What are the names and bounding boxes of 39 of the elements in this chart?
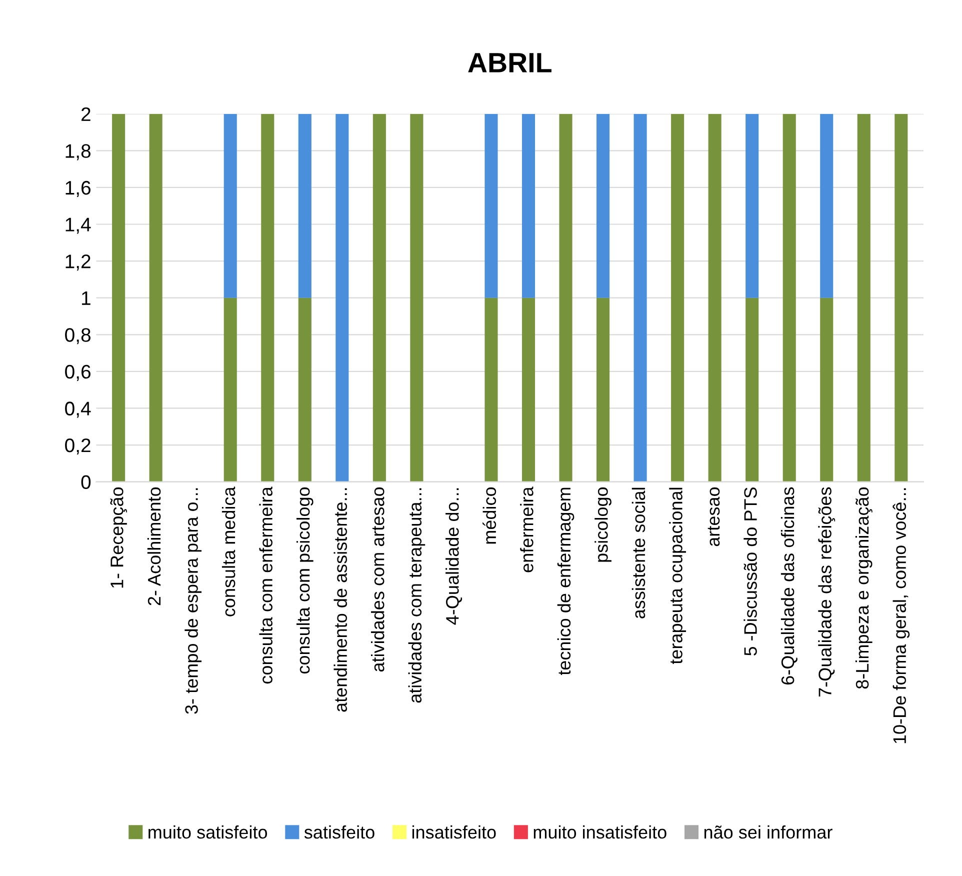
y-tick-label: 0,2 <box>65 438 90 455</box>
chart-title: ABRIL <box>468 53 552 72</box>
x-tick-label: médico <box>482 487 496 544</box>
x-tick-label: 7-Qualidade das refeições <box>818 487 836 696</box>
legend-label: muito insatisfeito <box>534 825 666 839</box>
legend-label: muito satisfeito <box>148 825 268 839</box>
y-tick-label: 1,8 <box>66 144 90 160</box>
legend-label: não sei informar <box>704 825 832 839</box>
x-tick-label: consulta medica <box>222 486 236 616</box>
x-tick-label: 6-Qualidade das oficinas <box>780 487 798 684</box>
x-tick-label: 3- tempo de espera para o... <box>184 488 202 714</box>
x-tick-label: artesao <box>708 487 720 546</box>
y-tick-label: 0,6 <box>65 364 90 381</box>
x-tick-label: terapeuta ocupacional <box>669 488 686 664</box>
x-tick-label: 5 -Discussão do PTS <box>744 487 757 656</box>
y-tick-label: 2 <box>82 107 90 121</box>
legend-label: insatisfeito <box>412 825 496 839</box>
x-tick-label: 10-De forma geral, como você... <box>892 488 910 744</box>
x-tick-label: 2- Acolhimento <box>147 487 161 606</box>
legend-label: satisfeito <box>304 825 374 839</box>
y-tick-label: 1,2 <box>66 254 90 271</box>
y-tick-label: 1,6 <box>66 180 90 197</box>
x-tick-label: atividades com terapeuta... <box>408 488 426 703</box>
y-tick-label: 1 <box>82 292 90 305</box>
x-tick-label: enfermeira <box>520 486 534 572</box>
y-tick-label: 0 <box>81 475 91 490</box>
x-tick-label: atendimento de assistente... <box>334 488 348 712</box>
x-tick-label: consulta com psicologo <box>296 487 314 674</box>
x-tick-label: psicologo <box>594 487 612 562</box>
x-tick-label: consulta com enfermeira <box>259 486 272 684</box>
y-tick-label: 0,8 <box>65 328 90 344</box>
x-tick-label: tecnico de enfermagem <box>557 488 574 676</box>
x-tick-label: 4-Qualidade do... <box>446 488 462 625</box>
y-tick-label: 0,4 <box>65 402 91 418</box>
x-tick-label: atividades com artesao <box>371 487 384 672</box>
y-tick-label: 1,4 <box>66 218 91 234</box>
x-tick-label: 8-Limpeza e organização <box>855 487 872 689</box>
x-tick-label: assistente social <box>632 488 646 618</box>
x-tick-label: 1- Recepção <box>110 487 127 588</box>
